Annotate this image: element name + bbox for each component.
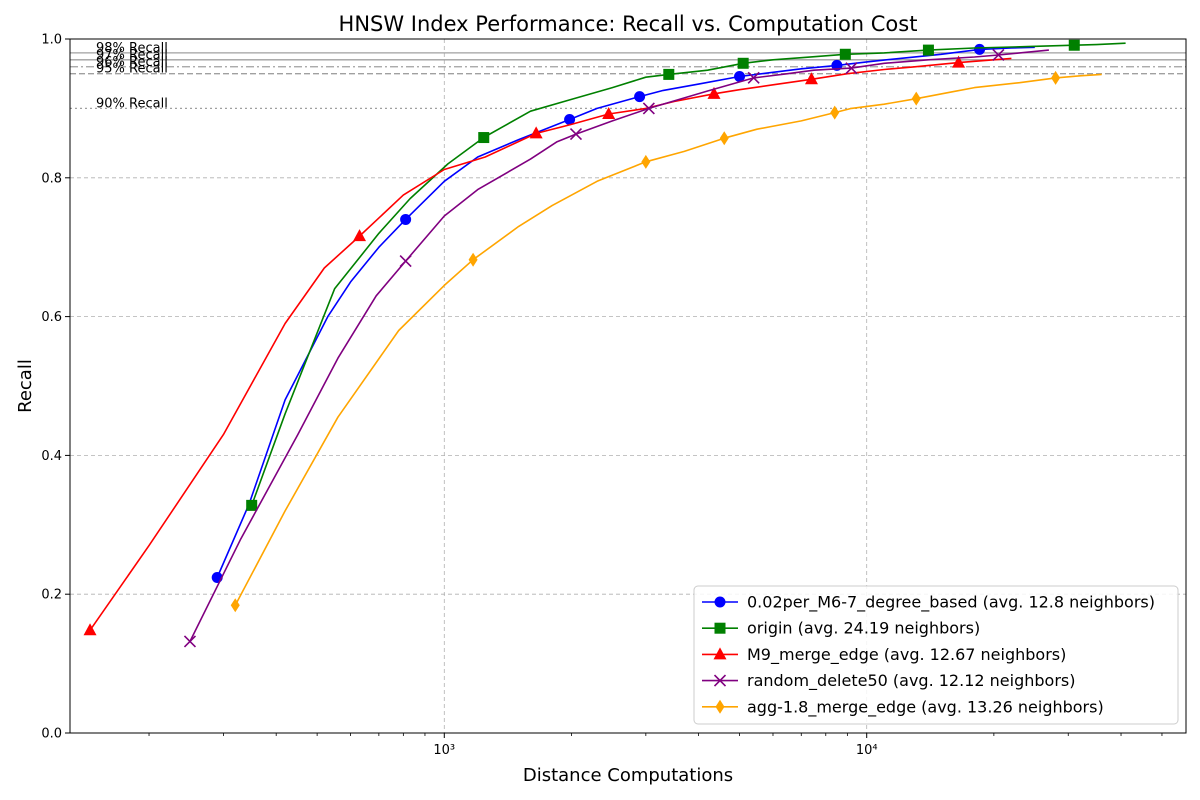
legend-label: random_delete50 (avg. 12.12 neighbors) (747, 671, 1075, 691)
data-point (230, 598, 240, 613)
reference-line-label: 97% Recall (96, 48, 168, 63)
data-point (529, 126, 543, 139)
legend-label: 0.02per_M6-7_degree_based (avg. 12.8 nei… (747, 593, 1155, 613)
data-point (737, 57, 749, 69)
data-point (564, 114, 576, 126)
legend-marker (714, 622, 726, 634)
series-3 (183, 48, 1049, 648)
data-point (707, 86, 721, 99)
data-point (830, 105, 840, 120)
x-tick-label: 10⁴ (856, 743, 878, 758)
data-point (663, 68, 675, 80)
data-point (911, 91, 921, 106)
data-point (922, 44, 934, 56)
data-point (478, 132, 490, 144)
data-point (747, 71, 760, 84)
data-point (83, 623, 97, 636)
legend-label: agg-1.8_merge_edge (avg. 13.26 neighbors… (747, 697, 1104, 717)
series-4 (230, 70, 1102, 613)
data-point (642, 102, 655, 115)
series-line (234, 73, 1102, 606)
series-line (89, 57, 1012, 631)
legend-label: M9_merge_edge (avg. 12.67 neighbors) (747, 645, 1066, 665)
data-point (804, 72, 818, 85)
data-point (734, 70, 746, 82)
y-tick-label: 0.8 (41, 171, 62, 186)
series-line (189, 49, 1049, 642)
data-point (468, 252, 478, 267)
legend: 0.02per_M6-7_degree_based (avg. 12.8 nei… (693, 585, 1179, 725)
data-point (353, 229, 367, 242)
y-tick-label: 0.6 (41, 310, 62, 325)
y-axis-label: Recall (15, 359, 36, 413)
data-point (183, 635, 197, 648)
y-tick-label: 0.4 (41, 449, 62, 464)
x-axis-label: Distance Computations (523, 765, 733, 786)
data-point (634, 91, 646, 103)
series-2 (83, 55, 1012, 636)
series-0 (211, 43, 1035, 584)
series-line (250, 42, 1126, 506)
reference-line-label: 96% Recall (96, 55, 168, 70)
data-point (569, 128, 583, 141)
series-1 (246, 39, 1126, 511)
data-point (1051, 70, 1061, 85)
data-point (400, 213, 412, 225)
data-point (974, 43, 986, 55)
data-point (839, 48, 851, 60)
data-point (1068, 39, 1080, 51)
legend-marker (713, 674, 727, 687)
y-tick-label: 0.2 (41, 588, 62, 603)
axes-frame (69, 38, 1187, 734)
series-line (216, 46, 1035, 578)
reference-line-label: 90% Recall (96, 96, 168, 111)
x-tick-label: 10³ (433, 743, 455, 758)
data-point (845, 62, 858, 75)
legend-marker (714, 596, 726, 608)
legend-label: origin (avg. 24.19 neighbors) (747, 619, 980, 638)
data-point (952, 55, 966, 68)
data-point (246, 499, 258, 511)
data-point (602, 106, 616, 119)
legend-marker (715, 699, 725, 714)
data-point (992, 48, 1005, 62)
y-tick-label: 0.0 (41, 727, 62, 742)
reference-line-label: 98% Recall (96, 41, 168, 56)
chart-title: HNSW Index Performance: Recall vs. Compu… (339, 12, 918, 36)
reference-line-label: 95% Recall (96, 62, 168, 77)
y-tick-label: 1.0 (41, 33, 62, 48)
legend-marker (713, 647, 727, 660)
legend-box (693, 585, 1179, 725)
data-point (719, 131, 729, 146)
data-point (641, 154, 651, 169)
data-point (399, 255, 412, 268)
